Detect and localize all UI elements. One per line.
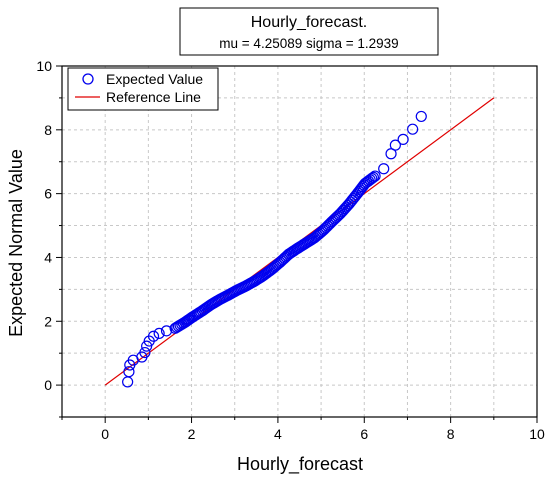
title-box-frame (179, 7, 439, 56)
data-point (378, 163, 390, 175)
y-tick-label: 0 (44, 377, 52, 393)
legend-label-reference-line: Reference Line (106, 89, 201, 105)
data-point (323, 218, 335, 231)
data-point (141, 340, 153, 352)
data-point (320, 221, 332, 234)
data-point (366, 172, 378, 185)
data-point (147, 330, 160, 342)
data-point (317, 224, 329, 236)
x-tick-labels: 0 2 4 6 8 10 (101, 426, 545, 442)
y-axis-title: Expected Normal Value (6, 149, 26, 337)
x-axis-title: Hourly_forecast (237, 454, 363, 475)
y-tick-label: 4 (44, 249, 52, 265)
y-tick-label: 8 (44, 122, 52, 138)
data-point (330, 211, 342, 224)
y-tick-label: 10 (36, 58, 52, 74)
expected-value-points (122, 110, 427, 388)
legend-label-expected-value: Expected Value (106, 71, 203, 87)
data-point (397, 133, 409, 145)
data-point (367, 171, 380, 183)
title-box: Hourly_forecast. mu = 4.25089 sigma = 1.… (179, 7, 439, 56)
chart-subtitle: mu = 4.25089 sigma = 1.2939 (219, 36, 398, 51)
x-tick-label: 2 (188, 426, 196, 442)
x-tick-label: 6 (360, 426, 368, 442)
y-tick-label: 2 (44, 313, 52, 329)
legend: Expected Value Reference Line (67, 67, 219, 111)
data-point (324, 217, 337, 229)
gridlines (62, 66, 537, 417)
data-point (139, 346, 151, 359)
data-point (369, 170, 381, 182)
data-point (389, 139, 401, 151)
data-point (153, 327, 165, 339)
data-point (415, 110, 427, 123)
y-tick-labels: 0 2 4 6 8 10 (36, 58, 52, 393)
x-tick-label: 8 (447, 426, 455, 442)
y-tick-label: 6 (44, 186, 52, 202)
x-tick-label: 4 (274, 426, 282, 442)
data-point (122, 376, 134, 388)
chart-title: Hourly_forecast. (251, 14, 368, 31)
x-tick-label: 10 (529, 426, 545, 442)
data-point (123, 366, 135, 378)
x-tick-label: 0 (101, 426, 109, 442)
data-point (321, 220, 334, 232)
data-point (385, 148, 397, 160)
data-point (319, 223, 331, 235)
legend-circle-marker (82, 73, 94, 85)
plot-frame (61, 65, 538, 418)
data-point (407, 123, 419, 135)
legend-frame (67, 67, 219, 111)
